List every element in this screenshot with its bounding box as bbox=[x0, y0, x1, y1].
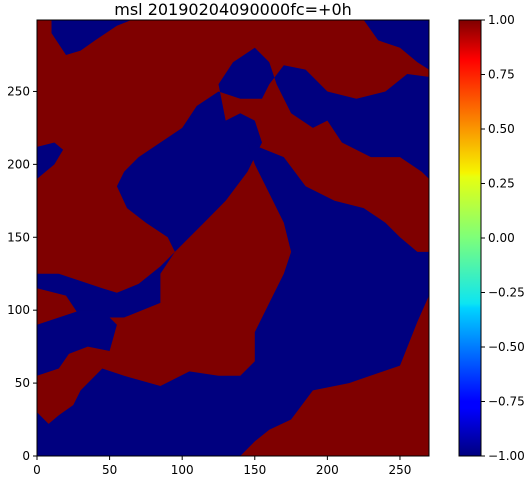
x-tick-label: 50 bbox=[102, 463, 117, 477]
colorbar-tick-label: −0.25 bbox=[488, 286, 525, 300]
chart-title: msl 20190204090000fc=+0h bbox=[114, 0, 352, 19]
low-value-region-5 bbox=[363, 20, 429, 70]
plot-area bbox=[36, 19, 430, 457]
colorbar-tick-label: 1.00 bbox=[488, 13, 515, 27]
colorbar-tick-label: −0.50 bbox=[488, 340, 525, 354]
colorbar: 1.00 0.75 0.50 0.25 0.00 −0.25 −0.50 −0.75 −1.00 bbox=[458, 13, 525, 463]
low-value-region-1 bbox=[37, 142, 429, 456]
y-axis: 0 50 100 150 200 250 bbox=[7, 84, 37, 463]
y-tick-label: 50 bbox=[15, 376, 30, 390]
x-tick-label: 250 bbox=[389, 463, 412, 477]
colorbar-tick-label: 0.50 bbox=[488, 122, 515, 136]
y-tick-label: 0 bbox=[22, 449, 30, 463]
colorbar-tick-label: 0.75 bbox=[488, 68, 515, 82]
low-value-region-0 bbox=[37, 47, 429, 318]
colorbar-tick-label: −1.00 bbox=[488, 449, 525, 463]
colorbar-tick-label: 0.00 bbox=[488, 231, 515, 245]
x-tick-label: 150 bbox=[243, 463, 266, 477]
x-axis: 0 50 100 150 200 250 bbox=[33, 456, 411, 477]
x-tick-label: 100 bbox=[171, 463, 194, 477]
low-value-regions bbox=[37, 20, 429, 456]
x-tick-label: 0 bbox=[33, 463, 41, 477]
y-tick-label: 200 bbox=[7, 157, 30, 171]
colorbar-gradient bbox=[458, 19, 482, 457]
x-tick-label: 200 bbox=[316, 463, 339, 477]
plot-frame bbox=[36, 19, 430, 457]
y-tick-label: 100 bbox=[7, 303, 30, 317]
y-tick-label: 250 bbox=[7, 84, 30, 98]
colorbar-tick-label: −0.75 bbox=[488, 395, 525, 409]
low-value-region-3 bbox=[37, 142, 64, 179]
low-value-region-4 bbox=[51, 20, 132, 55]
colorbar-tick-label: 0.25 bbox=[488, 177, 515, 191]
low-value-region-2 bbox=[37, 310, 117, 376]
y-tick-label: 150 bbox=[7, 230, 30, 244]
